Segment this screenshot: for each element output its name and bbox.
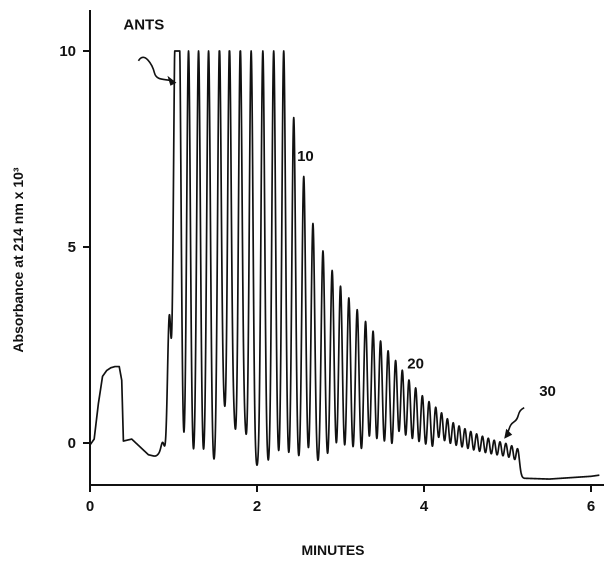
annotation-peak-10: 10 [297, 148, 314, 165]
x-tick-label: 4 [420, 498, 429, 515]
ticks: 0 2 4 6 0 5 10 [59, 43, 595, 515]
annotation-ants: ANTS [123, 16, 164, 33]
y-tick-label: 0 [68, 435, 76, 452]
x-tick-label: 2 [253, 498, 261, 515]
ants-arrow [137, 56, 173, 82]
x-tick-label: 6 [587, 498, 595, 515]
x-axis-label: MINUTES [302, 542, 365, 558]
electropherogram-trace [89, 50, 600, 480]
x-tick-label: 0 [86, 498, 94, 515]
peak-30-arrow [505, 407, 525, 436]
y-tick-label: 5 [68, 239, 76, 256]
y-axis-label: Absorbance at 214 nm x 10³ [10, 167, 26, 353]
trace-layer [89, 50, 600, 480]
y-tick-label: 10 [59, 43, 76, 60]
annotation-peak-20: 20 [407, 356, 424, 373]
peak-30-arrowhead [504, 428, 513, 439]
annotation-peak-30: 30 [539, 383, 556, 400]
ants-arrowhead [167, 75, 177, 86]
